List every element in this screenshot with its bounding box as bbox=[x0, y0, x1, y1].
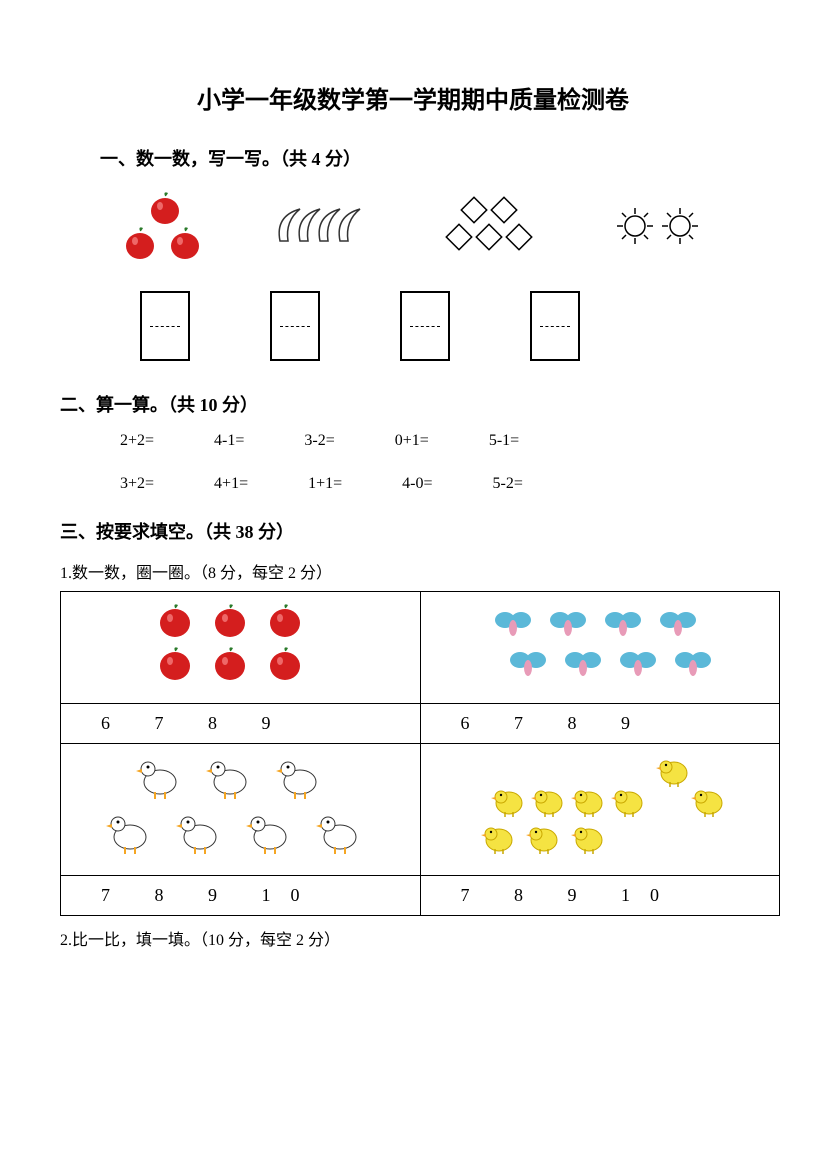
table-cell-geese bbox=[61, 744, 421, 876]
chick-icon bbox=[481, 828, 512, 854]
apple-icon bbox=[120, 186, 210, 266]
answer-box[interactable] bbox=[270, 291, 320, 361]
table-cell-butterflies bbox=[420, 592, 780, 704]
goose-icon bbox=[106, 817, 146, 854]
options-cell[interactable]: 6 7 8 9 bbox=[420, 704, 780, 744]
goose-icon bbox=[136, 762, 176, 799]
count-circle-table: 6 7 8 9 6 7 8 9 bbox=[60, 591, 780, 916]
section3-header: 三、按要求填空。（共 38 分） bbox=[60, 518, 766, 544]
banana-icon bbox=[270, 201, 380, 251]
chick-icon bbox=[691, 791, 722, 817]
diamond-icon bbox=[440, 196, 550, 256]
answer-box[interactable] bbox=[530, 291, 580, 361]
sub-question-1: 1.数一数，圈一圈。（8 分，每空 2 分） bbox=[60, 559, 766, 583]
butterfly-icon bbox=[495, 612, 711, 676]
options-cell[interactable]: 6 7 8 9 bbox=[61, 704, 421, 744]
chick-icon bbox=[656, 761, 687, 787]
chick-icon bbox=[531, 791, 562, 817]
equation: 3+2= bbox=[120, 475, 154, 493]
goose-icon bbox=[246, 817, 286, 854]
equation: 5-1= bbox=[489, 432, 519, 450]
q1-answer-boxes bbox=[140, 291, 766, 361]
chick-icon bbox=[571, 791, 602, 817]
chick-icon bbox=[571, 828, 602, 854]
equation: 4+1= bbox=[214, 475, 248, 493]
answer-box[interactable] bbox=[140, 291, 190, 361]
equation: 1+1= bbox=[308, 475, 342, 493]
equation: 2+2= bbox=[120, 432, 154, 450]
sun-icon bbox=[610, 201, 710, 251]
chick-icon bbox=[526, 828, 557, 854]
equation-row: 3+2= 4+1= 1+1= 4-0= 5-2= bbox=[120, 475, 766, 493]
answer-box[interactable] bbox=[400, 291, 450, 361]
page-title: 小学一年级数学第一学期期中质量检测卷 bbox=[60, 80, 766, 115]
equation: 4-1= bbox=[214, 432, 244, 450]
options-cell[interactable]: 7 8 9 10 bbox=[420, 876, 780, 916]
goose-icon bbox=[206, 762, 246, 799]
equation-row: 2+2= 4-1= 3-2= 0+1= 5-1= bbox=[120, 432, 766, 450]
section1-header: 一、数一数，写一写。（共 4 分） bbox=[100, 145, 766, 171]
goose-icon bbox=[276, 762, 316, 799]
q1-image-row bbox=[120, 186, 766, 266]
goose-icon bbox=[176, 817, 216, 854]
table-cell-apples bbox=[61, 592, 421, 704]
goose-icon bbox=[316, 817, 356, 854]
equation: 3-2= bbox=[304, 432, 334, 450]
equation: 4-0= bbox=[402, 475, 432, 493]
chick-icon bbox=[491, 791, 522, 817]
table-cell-chicks bbox=[420, 744, 780, 876]
chick-icon bbox=[611, 791, 642, 817]
section2-header: 二、算一算。（共 10 分） bbox=[60, 391, 766, 417]
sub-question-2: 2.比一比，填一填。（10 分，每空 2 分） bbox=[60, 926, 766, 950]
apple-icon bbox=[160, 604, 300, 680]
equation: 0+1= bbox=[395, 432, 429, 450]
options-cell[interactable]: 7 8 9 10 bbox=[61, 876, 421, 916]
equation: 5-2= bbox=[493, 475, 523, 493]
